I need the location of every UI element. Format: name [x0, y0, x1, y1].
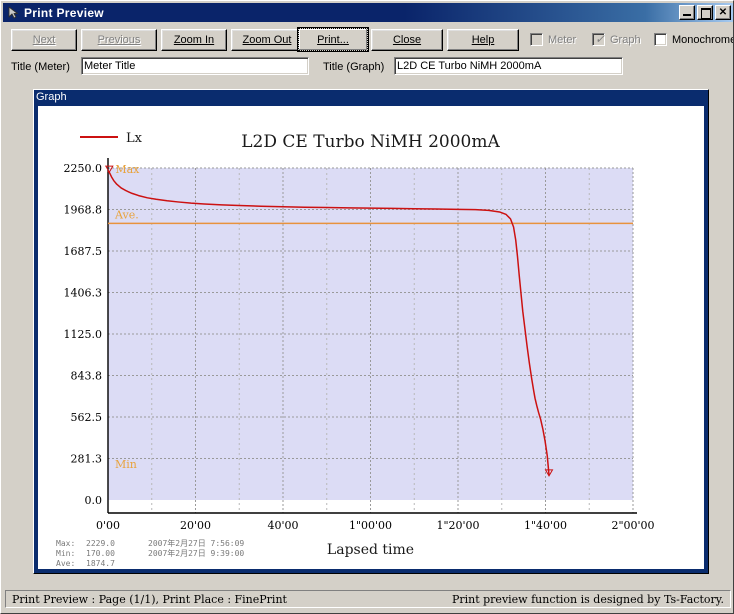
toolbar: Next Previous Zoom In Zoom Out Print... …: [3, 23, 733, 79]
close-icon[interactable]: ✕: [715, 5, 731, 20]
stats-min-row-value: 170.00: [86, 549, 115, 558]
title-meter-value: Meter Title: [84, 60, 136, 72]
statusbar: Print Preview : Page (1/1), Print Place …: [3, 587, 733, 611]
stats-max-row-label: Max:: [56, 539, 75, 548]
stats-max-row-value: 2229.0: [86, 539, 115, 548]
zoom-out-button-label: Zoom Out: [242, 34, 292, 46]
next-button[interactable]: Next: [11, 29, 77, 51]
minimize-icon[interactable]: [679, 5, 695, 20]
y-tick-label: 1406.3: [64, 286, 103, 299]
maximize-icon[interactable]: [697, 5, 713, 20]
preview-client-area: Graph 0.0 281.3 562.5 843.8 1125.0 1406.3 1687…: [3, 79, 733, 583]
print-button[interactable]: Print...: [297, 27, 369, 52]
stats-ave-row-value: 1874.7: [86, 559, 115, 568]
min-marker-icon: [544, 469, 554, 477]
lx-line-chart: 0.0 281.3 562.5 843.8 1125.0 1406.3 1687.5 1968…: [56, 131, 655, 568]
window-controls: ✕: [679, 5, 731, 20]
graph-page: 0.0 281.3 562.5 843.8 1125.0 1406.3 1687.5 1968…: [38, 106, 704, 569]
min-marker-label: Min: [115, 458, 137, 471]
x-tick-label: 1"20'00: [436, 519, 479, 532]
y-tick-label: 843.8: [71, 369, 103, 382]
title-graph-label: Title (Graph): [323, 61, 385, 73]
next-button-label: Next: [32, 34, 56, 46]
x-tick-label: 40'00: [267, 519, 298, 532]
y-tick-label: 1968.8: [64, 203, 103, 216]
chart-title: L2D CE Turbo NiMH 2000mA: [241, 132, 500, 152]
meter-checkbox-label: Meter: [548, 33, 577, 46]
help-button[interactable]: Help: [447, 29, 519, 51]
y-tick-label: 1125.0: [64, 328, 103, 341]
x-tick-label: 1"00'00: [349, 519, 392, 532]
meter-checkbox[interactable]: Meter: [530, 33, 576, 46]
statusbar-left-text: Print Preview : Page (1/1), Print Place …: [12, 592, 287, 606]
x-tick-label: 0'00: [96, 519, 120, 532]
graph-checkbox-label: Graph: [610, 33, 641, 46]
graph-panel: Graph 0.0 281.3 562.5 843.8 1125.0 1406.3 1687…: [33, 89, 709, 574]
statusbar-panel: Print Preview : Page (1/1), Print Place …: [5, 590, 731, 608]
stats-min-row-time: 2007年2月27日 9:39:00: [148, 548, 244, 558]
y-tick-label: 281.3: [71, 452, 103, 465]
title-graph-value: L2D CE Turbo NiMH 2000mA: [397, 60, 542, 72]
monochrome-checkbox[interactable]: Monochrome: [654, 33, 734, 46]
ave-marker-label: Ave.: [114, 208, 139, 221]
title-meter-input[interactable]: Meter Title: [81, 57, 309, 75]
x-tick-label: 2"00'00: [611, 519, 654, 532]
help-button-label: Help: [471, 34, 495, 46]
print-button-label: Print...: [317, 33, 349, 46]
stats-min-row-label: Min:: [56, 549, 75, 558]
stats-max-row-time: 2007年2月27日 7:56:09: [148, 538, 244, 548]
zoom-in-button-label: Zoom In: [173, 34, 215, 46]
graph-checkbox-box: ✓: [592, 33, 605, 46]
window-titlebar: Print Preview ✕: [3, 3, 733, 22]
max-marker-icon: [104, 165, 114, 174]
y-tick-label: 562.5: [71, 411, 103, 424]
graph-panel-caption: Graph: [36, 91, 67, 103]
max-marker-label: Max: [115, 163, 140, 176]
print-preview-icon: [5, 5, 21, 21]
graph-checkbox[interactable]: ✓ Graph: [592, 33, 641, 46]
meter-checkbox-box: [530, 33, 543, 46]
stats-ave-row-label: Ave:: [56, 559, 75, 568]
statusbar-right-text: Print preview function is designed by Ts…: [451, 592, 724, 606]
x-tick-label: 1"40'00: [524, 519, 567, 532]
close-button[interactable]: Close: [371, 29, 443, 51]
series-line-lx: [107, 170, 550, 475]
monochrome-checkbox-box: [654, 33, 667, 46]
y-tick-label: 0.0: [85, 494, 103, 507]
legend-label-lx: Lx: [126, 131, 143, 146]
y-tick-label: 1687.5: [64, 245, 103, 258]
x-tick-label: 20'00: [180, 519, 211, 532]
y-tick-label: 2250.0: [64, 162, 103, 175]
window-title: Print Preview: [24, 5, 104, 20]
zoom-in-button[interactable]: Zoom In: [161, 29, 227, 51]
zoom-out-button[interactable]: Zoom Out: [231, 29, 303, 51]
monochrome-checkbox-label: Monochrome: [672, 33, 734, 46]
previous-button[interactable]: Previous: [81, 29, 157, 51]
previous-button-label: Previous: [97, 34, 141, 46]
title-graph-input[interactable]: L2D CE Turbo NiMH 2000mA: [394, 57, 623, 75]
x-axis-label: Lapsed time: [327, 542, 414, 558]
title-meter-label: Title (Meter): [11, 61, 70, 73]
close-button-label: Close: [392, 34, 422, 46]
